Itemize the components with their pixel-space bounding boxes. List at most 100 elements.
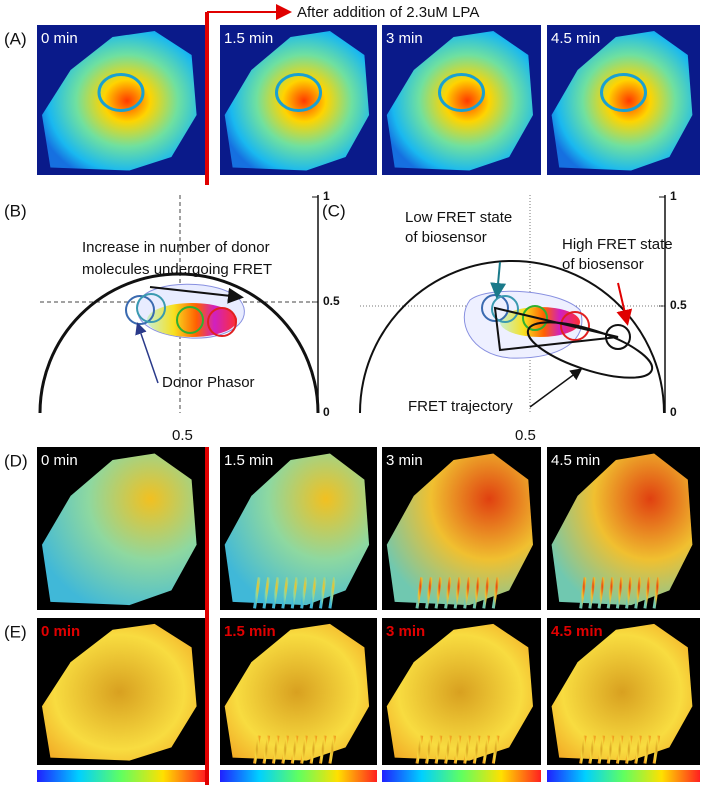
- filopodia: [579, 735, 587, 764]
- cell: [551, 623, 693, 761]
- filopodia: [434, 735, 443, 764]
- filopodia: [444, 735, 452, 764]
- nucleus: [600, 73, 647, 112]
- filopodia: [597, 577, 606, 609]
- time-label: 0 min: [41, 452, 78, 469]
- time-label: 4.5 min: [551, 30, 600, 47]
- cell: [386, 31, 533, 171]
- filopodia: [491, 577, 500, 609]
- filopodia: [463, 735, 471, 764]
- note: High FRET state: [562, 236, 673, 253]
- filopodia: [625, 577, 633, 609]
- time-label: 1.5 min: [224, 623, 276, 640]
- filopodia: [318, 577, 327, 609]
- note: Increase in number of donor: [82, 239, 270, 256]
- panel-label: (B): [4, 201, 27, 220]
- filopodia: [262, 577, 271, 609]
- filopodia: [300, 735, 308, 764]
- phasor-b: [38, 195, 320, 414]
- x-label: 0.5: [172, 427, 193, 444]
- colorbar: [547, 770, 700, 782]
- panel-label: (D): [4, 451, 28, 470]
- filopodia: [453, 735, 462, 764]
- filopodia: [482, 735, 491, 764]
- cell: [551, 31, 693, 171]
- filopodia: [262, 735, 271, 764]
- filopodia: [643, 577, 651, 609]
- time-label: 1.5 min: [224, 30, 273, 47]
- filopodia: [253, 577, 261, 609]
- filopodia: [588, 735, 596, 764]
- note: of biosensor: [562, 256, 644, 273]
- colorbar: [220, 770, 377, 782]
- filopodia: [328, 577, 337, 609]
- cell: [42, 623, 197, 761]
- filopodia: [652, 735, 661, 764]
- filopodia: [634, 577, 642, 609]
- filopodia: [425, 735, 433, 764]
- colorbar: [37, 770, 205, 782]
- filopodia: [300, 577, 308, 609]
- phasor-c: [359, 195, 666, 414]
- panel-label: (E): [4, 622, 27, 641]
- filopodia: [319, 735, 327, 764]
- nucleus: [438, 73, 485, 112]
- filopodia: [472, 735, 481, 764]
- cell: [386, 623, 533, 761]
- filopodia: [271, 735, 280, 764]
- filopodia: [643, 735, 651, 764]
- filopodia: [434, 577, 443, 609]
- filopodia: [309, 735, 318, 764]
- axis-tick: 0: [323, 405, 330, 419]
- time-label: 0 min: [41, 30, 78, 47]
- cell: [551, 453, 693, 606]
- filopodia: [444, 577, 452, 609]
- panel-label: (A): [4, 29, 27, 48]
- filopodia: [472, 577, 481, 609]
- filopodia: [415, 735, 424, 764]
- filopodia: [253, 735, 261, 764]
- filopodia: [281, 577, 289, 609]
- axis-tick: 0.5: [323, 294, 340, 308]
- filopodia: [615, 735, 624, 764]
- x-label: 0.5: [515, 427, 536, 444]
- time-label: 3 min: [386, 623, 425, 640]
- filopodia: [453, 577, 462, 609]
- filopodia: [606, 577, 615, 609]
- filopodia: [290, 577, 299, 609]
- cell: [386, 453, 533, 606]
- filopodia: [309, 577, 318, 609]
- cell: [42, 453, 197, 606]
- note: of biosensor: [405, 229, 487, 246]
- time-label: 3 min: [386, 30, 423, 47]
- time-label: 3 min: [386, 452, 423, 469]
- cell: [224, 453, 370, 606]
- filopodia: [597, 735, 606, 764]
- note: Low FRET state: [405, 209, 512, 226]
- note: Donor Phasor: [162, 374, 255, 391]
- cell: [224, 623, 370, 761]
- filopodia: [606, 735, 615, 764]
- note: molecules undergoing FRET: [82, 261, 272, 278]
- filopodia: [588, 577, 596, 609]
- annotation: After addition of 2.3uM LPA: [297, 4, 479, 21]
- time-label: 4.5 min: [551, 452, 600, 469]
- axis-tick: 0: [670, 405, 677, 419]
- cell: [42, 31, 197, 171]
- time-label: 4.5 min: [551, 623, 603, 640]
- nucleus: [97, 73, 145, 112]
- filopodia: [328, 735, 337, 764]
- note: FRET trajectory: [408, 398, 513, 415]
- filopodia: [625, 735, 633, 764]
- filopodia: [634, 735, 642, 764]
- axis-tick: 1: [670, 189, 677, 203]
- filopodia: [425, 577, 433, 609]
- filopodia: [463, 577, 471, 609]
- filopodia: [579, 577, 587, 609]
- filopodia: [491, 735, 500, 764]
- filopodia: [290, 735, 299, 764]
- filopodia: [415, 577, 424, 609]
- panel-label: (C): [322, 201, 346, 220]
- filopodia: [615, 577, 624, 609]
